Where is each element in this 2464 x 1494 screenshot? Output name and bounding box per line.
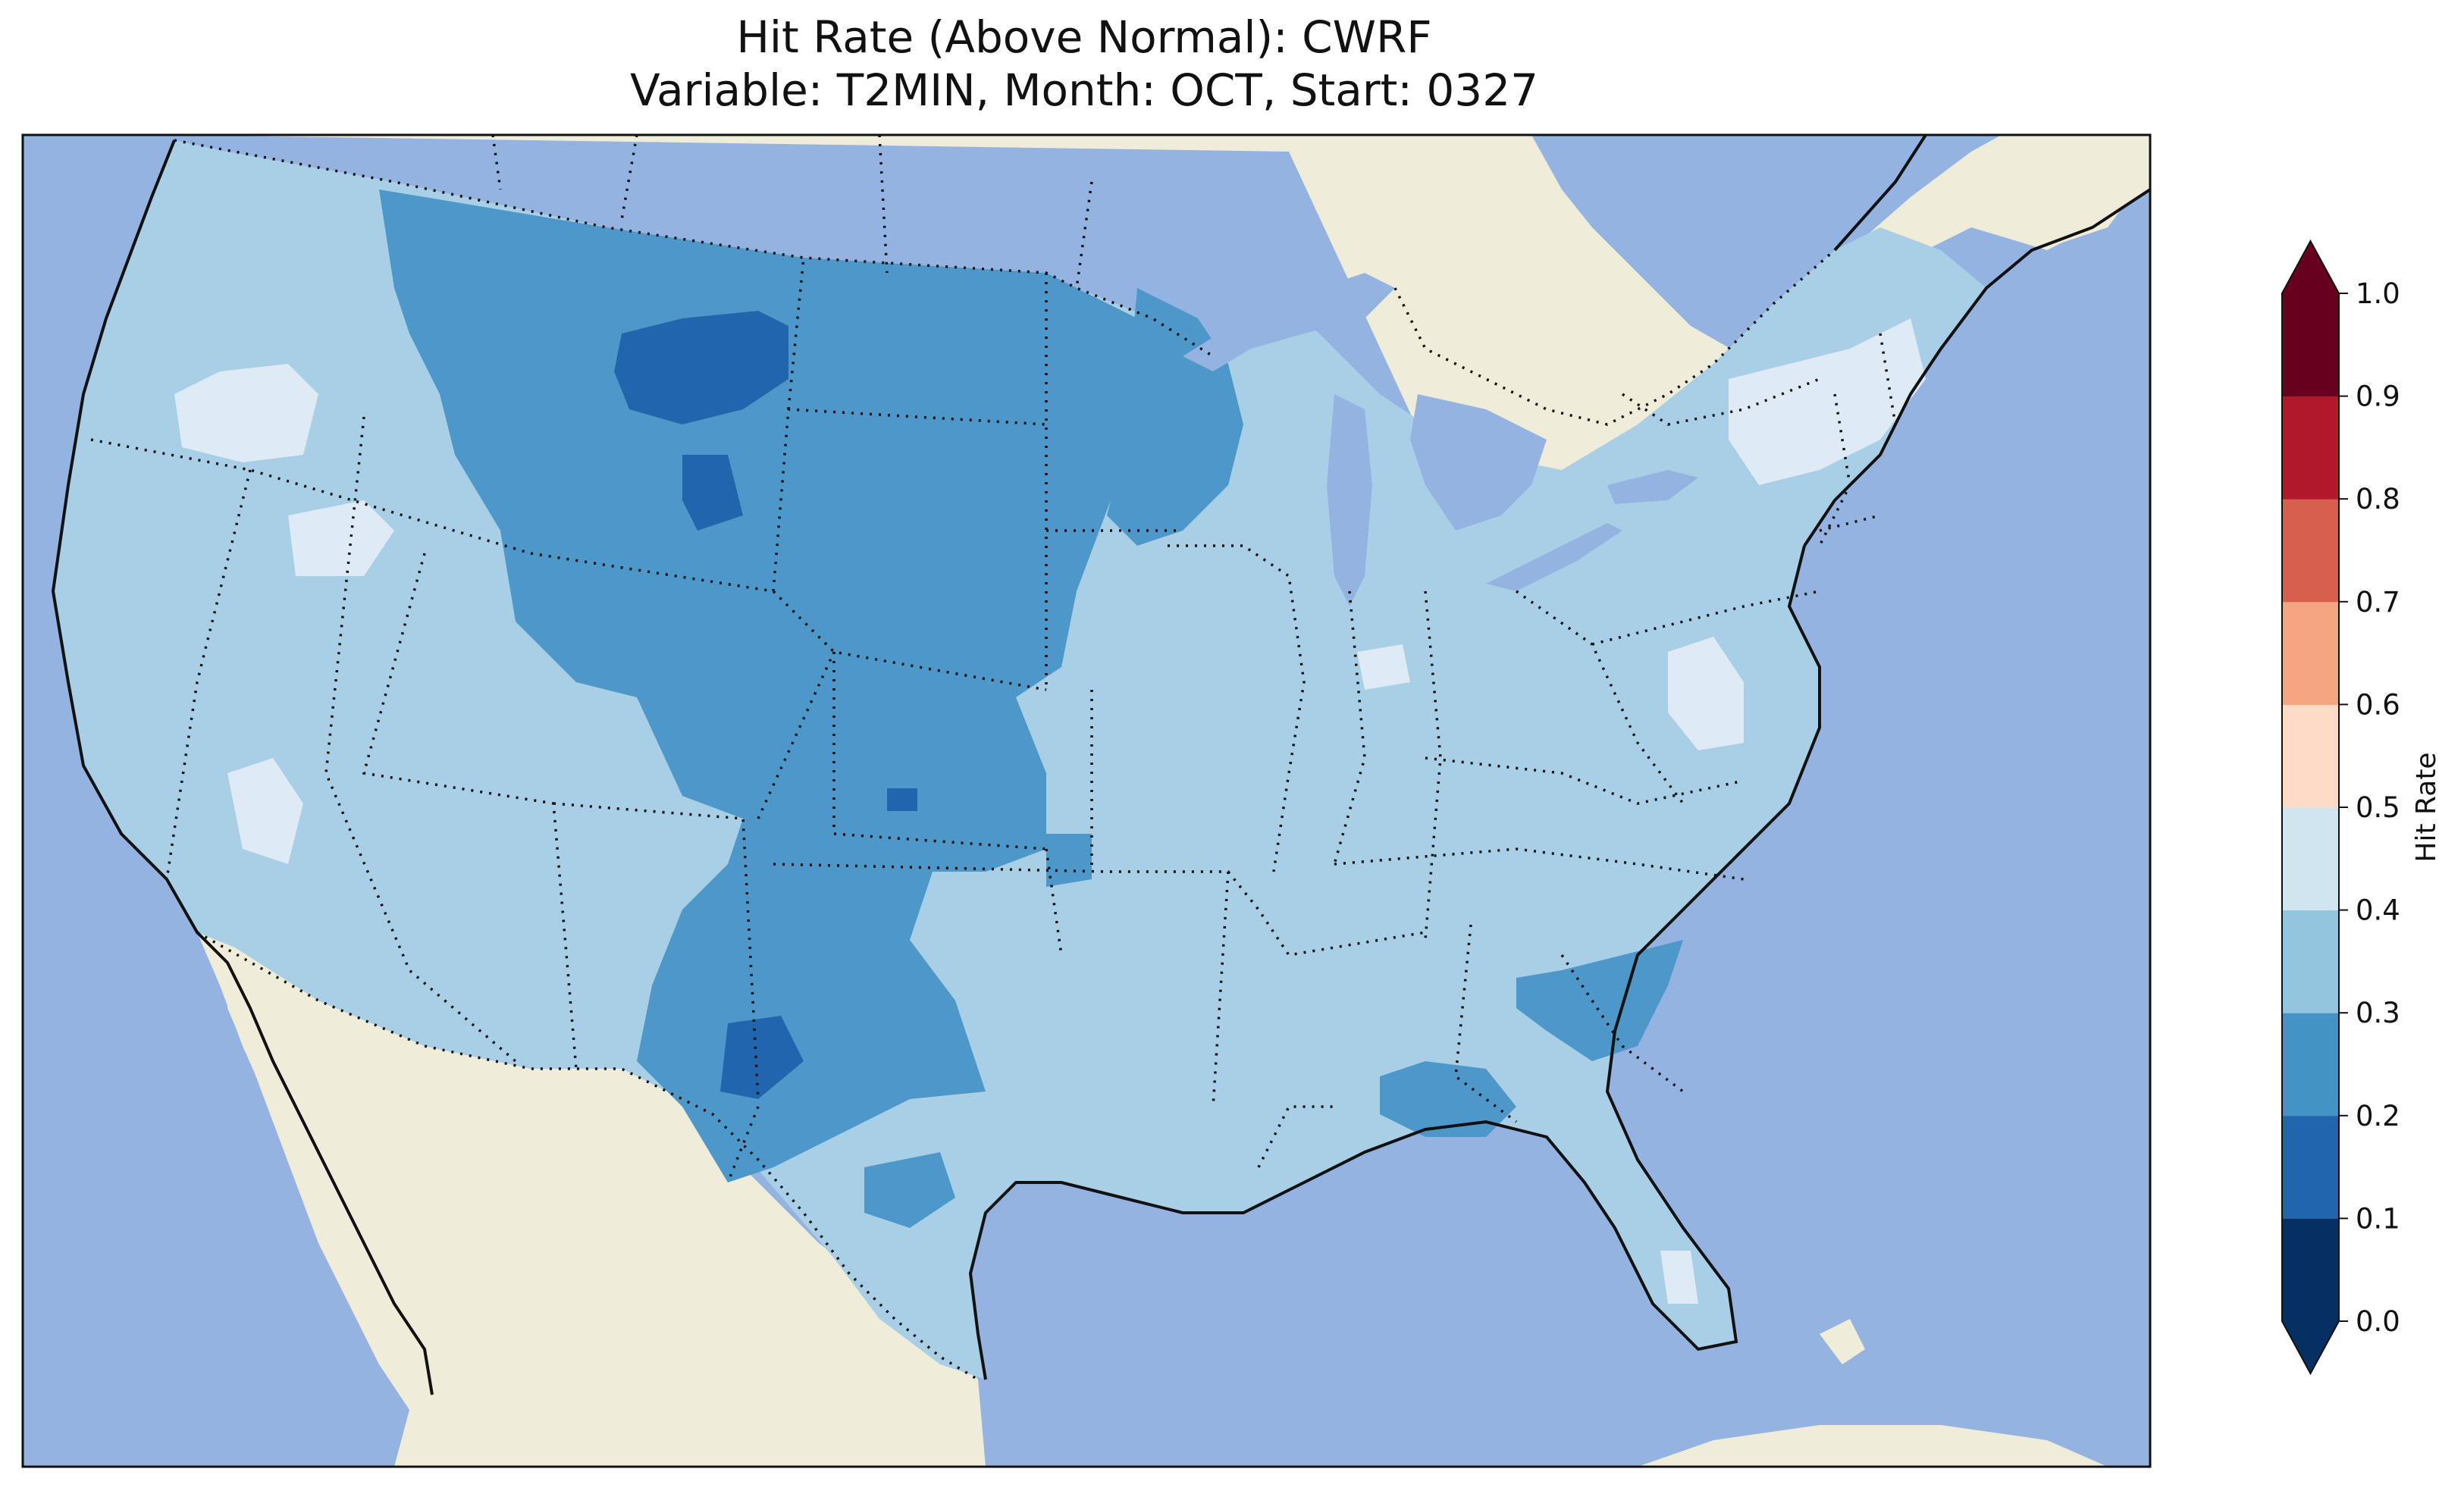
colorbar-segment	[2282, 601, 2339, 705]
lake-erie	[1486, 523, 1622, 591]
colorbar-tick-label: 0.9	[2356, 381, 2400, 413]
colorbar-segment	[2282, 1218, 2339, 1322]
colorbar-segment	[2282, 807, 2339, 911]
colorbar-tick-label: 0.3	[2356, 997, 2400, 1029]
region-ozarks	[1046, 834, 1092, 887]
spot-montana	[614, 311, 788, 424]
coastlines	[51, 135, 2150, 1395]
colorbar-tick-label: 0.4	[2356, 894, 2400, 927]
colorbar-tick-label: 0.0	[2356, 1305, 2400, 1338]
lake-ontario	[1607, 470, 1698, 504]
colorbar-tick-label: 0.5	[2356, 791, 2400, 824]
colorbar-tick-label: 0.7	[2356, 586, 2400, 619]
state-boundaries	[90, 135, 1897, 1183]
spot-kansas	[887, 788, 917, 811]
us-mexico-border	[196, 931, 979, 1381]
spot-wyoming	[682, 455, 743, 531]
colorbar-tick-label: 0.2	[2356, 1100, 2400, 1132]
light-new-england	[1729, 318, 1926, 485]
region-southeast-1	[1516, 940, 1683, 1061]
light-oregon	[174, 364, 318, 462]
light-indiana	[1357, 644, 1410, 690]
colorbar-over-extension	[2282, 241, 2339, 293]
title-line-1: Hit Rate (Above Normal): CWRF	[736, 11, 1432, 63]
lake-michigan	[1327, 394, 1372, 606]
map-border	[21, 133, 2152, 1468]
light-florida-tip	[1660, 1251, 1698, 1304]
colorbar-tick-label: 0.6	[2356, 688, 2400, 721]
colorbar-ticks: 0.0 0.1 0.2 0.3 0.4 0.5 0.6 0.7 0.8 0.9 1.0	[2339, 277, 2400, 1338]
colorbar-tick-label: 0.1	[2356, 1202, 2400, 1235]
colorbar-under-extension	[2282, 1321, 2339, 1373]
region-gulf-coast	[864, 1152, 955, 1228]
region-northern-plains	[379, 189, 1168, 1182]
title-line-2: Variable: T2MIN, Month: OCT, Start: 0327	[629, 64, 1539, 116]
colorbar-segment	[2282, 1013, 2339, 1117]
light-nevada	[227, 758, 303, 864]
light-idaho	[288, 500, 394, 576]
us-canada-border	[174, 139, 1836, 426]
lake-huron	[1410, 394, 1547, 531]
page-title: Hit Rate (Above Normal): CWRF Variable: …	[0, 11, 2168, 117]
nova-scotia	[2047, 182, 2130, 243]
caribbean-island	[1820, 1319, 1865, 1364]
region-southeast-2	[1380, 1061, 1516, 1137]
colorbar-segment	[2282, 1115, 2339, 1219]
colorbar-segment	[2282, 704, 2339, 808]
spot-west-texas	[720, 1016, 804, 1099]
colorbar-segment	[2282, 293, 2339, 397]
colorbar-tick-label: 0.8	[2356, 483, 2400, 515]
lake-superior	[1183, 273, 1395, 371]
light-virginia	[1668, 637, 1744, 750]
colorbar-segment	[2282, 910, 2339, 1013]
colorbar-segment	[2282, 396, 2339, 500]
colorbar-segment	[2282, 499, 2339, 603]
colorbar-tick-label: 1.0	[2356, 277, 2400, 310]
colorbar-segments	[2282, 293, 2339, 1322]
colorbar-label: Hit Rate	[2411, 752, 2442, 862]
cuba-land	[1638, 1425, 2108, 1467]
